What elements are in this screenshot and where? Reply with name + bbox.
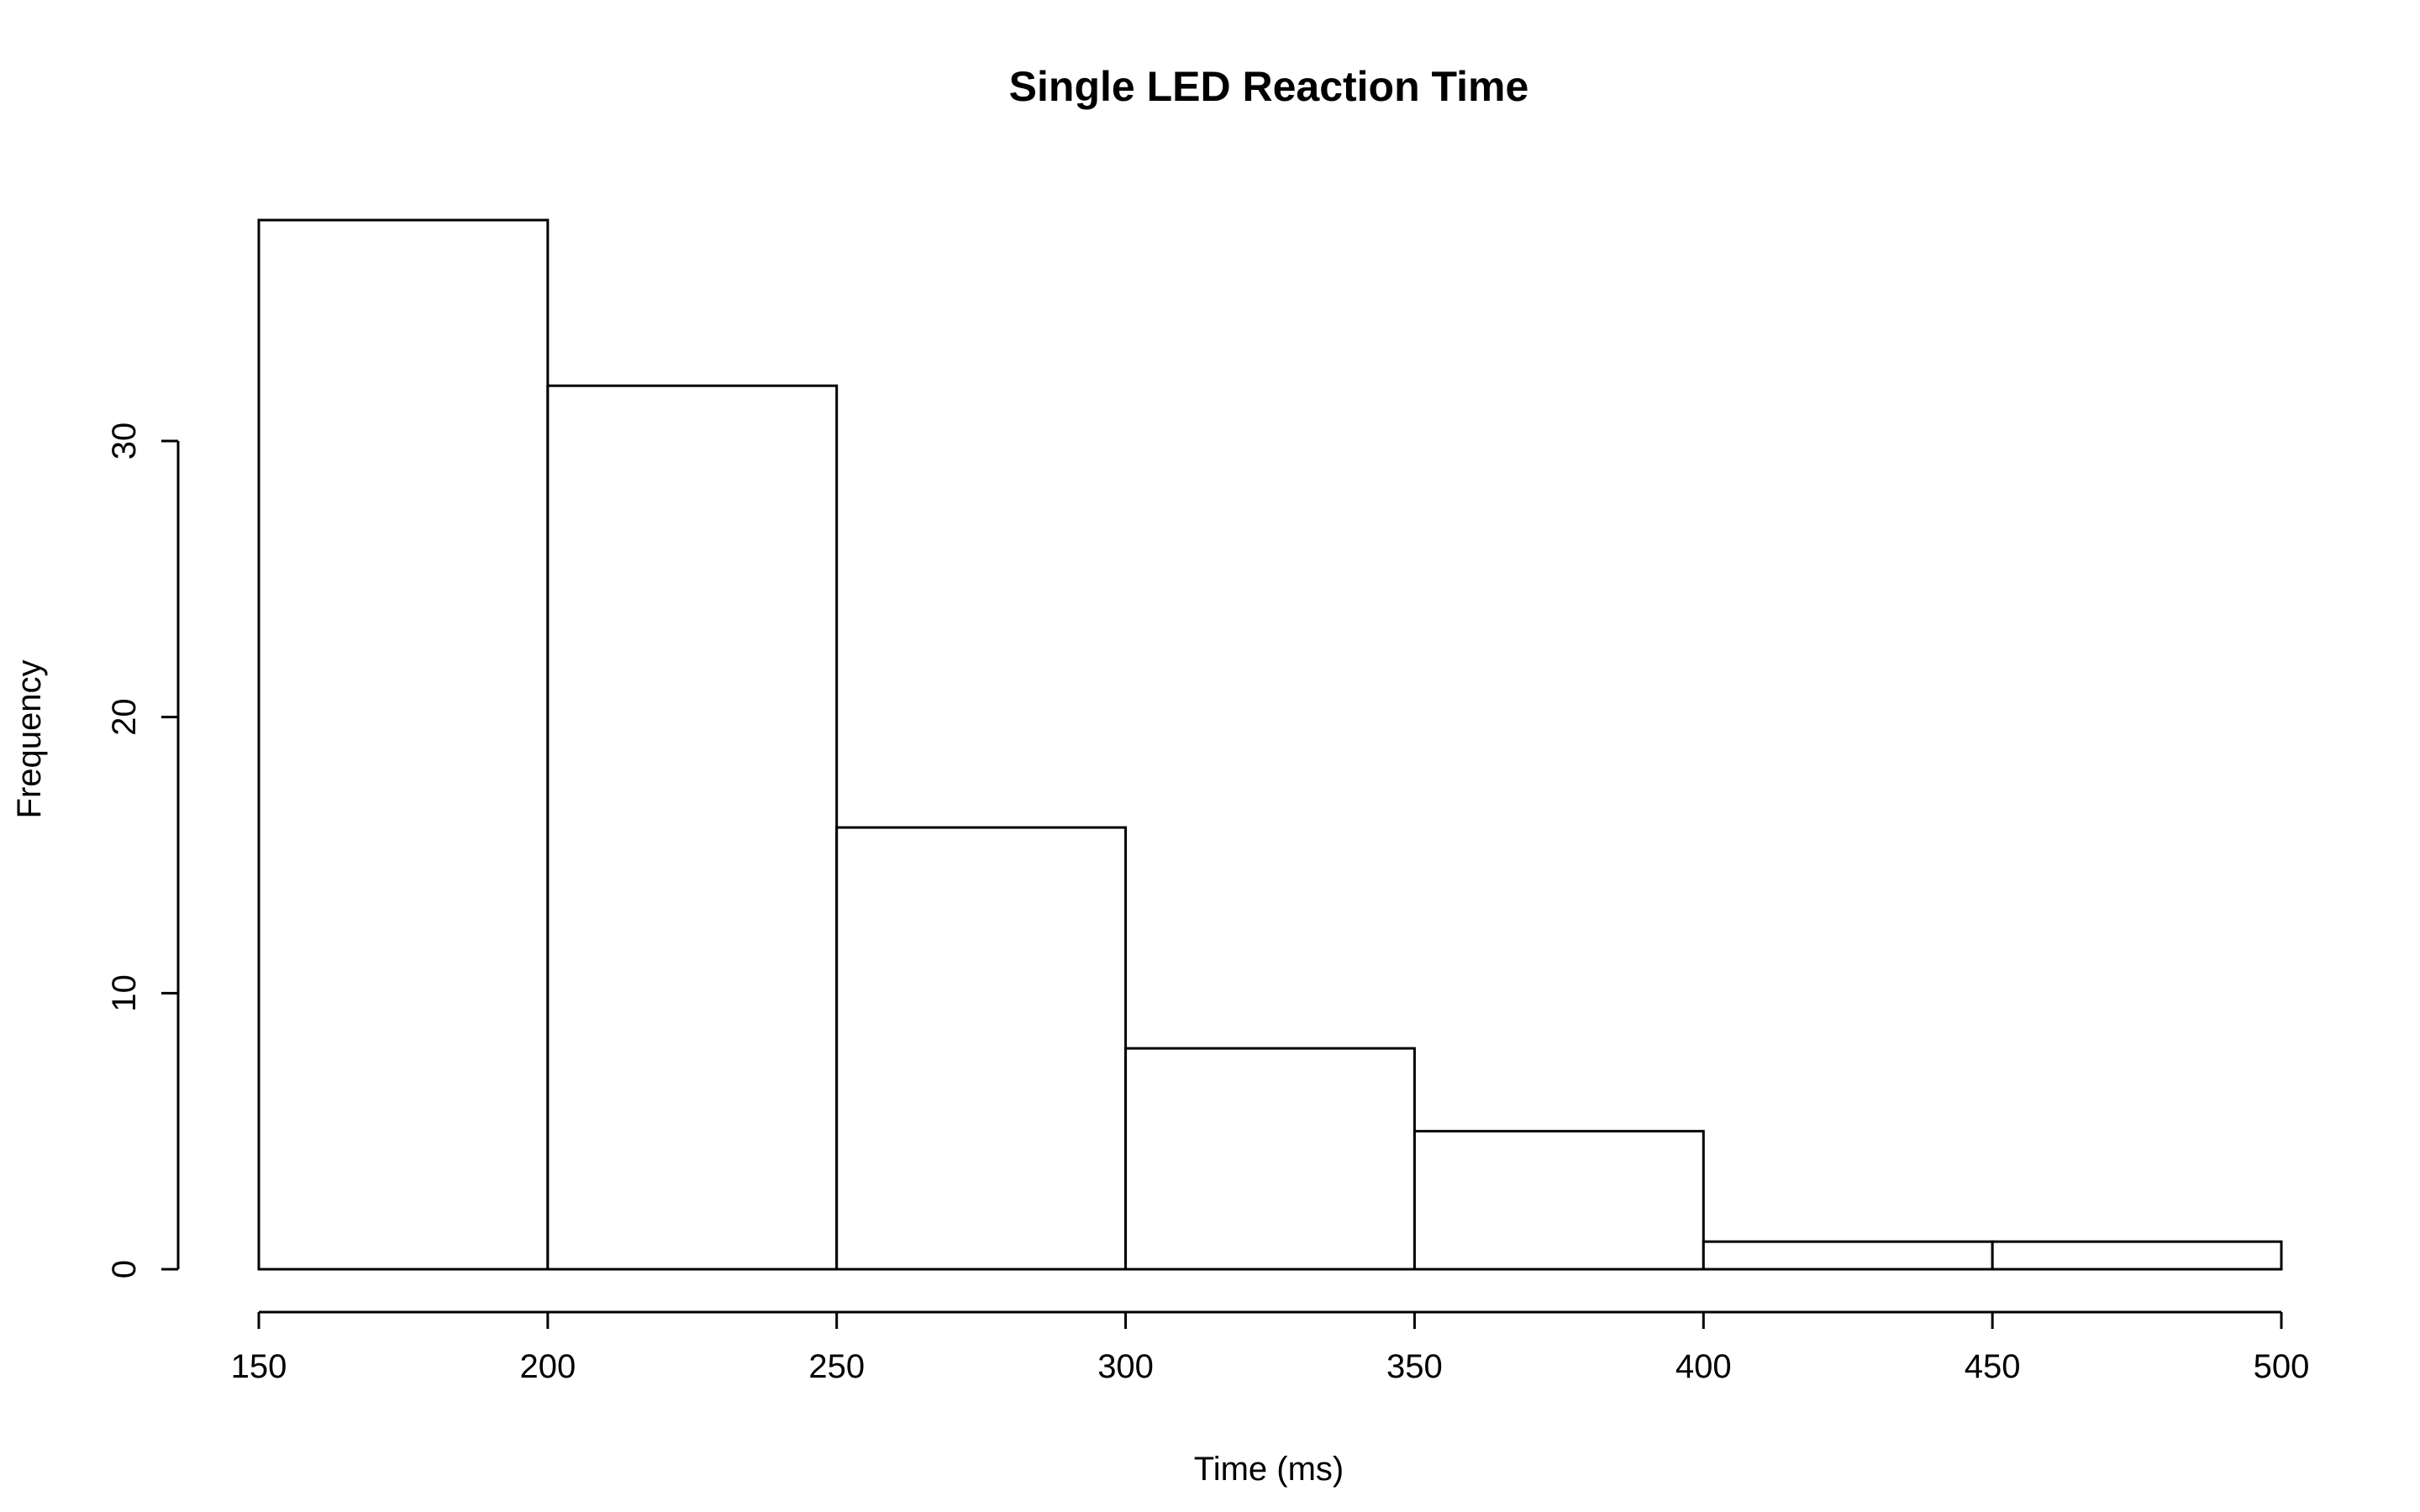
histogram-bar-400-450 [1702, 1240, 1994, 1271]
x-tick-label-450: 450 [1965, 1348, 2021, 1385]
x-tick-label-350: 350 [1386, 1348, 1443, 1385]
x-axis-label: Time (ms) [1194, 1451, 1344, 1488]
histogram-bar-150-200 [257, 218, 550, 1271]
y-axis-label: Frequency [11, 660, 48, 819]
x-tick-label-500: 500 [2254, 1348, 2310, 1385]
x-tick-label-300: 300 [1097, 1348, 1154, 1385]
x-tick-label-150: 150 [231, 1348, 287, 1385]
histogram-bar-450-500 [1991, 1240, 2283, 1271]
x-tick-label-400: 400 [1676, 1348, 1732, 1385]
y-tick-label-0: 0 [106, 1260, 143, 1278]
y-tick-label-20: 20 [106, 698, 143, 736]
histogram-bar-300-350 [1124, 1047, 1416, 1271]
x-tick-label-250: 250 [808, 1348, 865, 1385]
bars-layer [257, 218, 2283, 1271]
histogram-bar-350-400 [1413, 1130, 1705, 1271]
y-tick-label-30: 30 [106, 423, 143, 460]
histogram-bar-250-300 [835, 826, 1128, 1271]
x-axis: 150 200 250 300 350 400 450 500 [231, 1310, 2310, 1385]
histogram-bar-200-250 [546, 384, 839, 1271]
chart-title: Single LED Reaction Time [1009, 63, 1529, 110]
y-tick-label-10: 10 [106, 974, 143, 1012]
y-axis: 0 10 20 30 [106, 423, 180, 1278]
x-tick-label-200: 200 [519, 1348, 576, 1385]
